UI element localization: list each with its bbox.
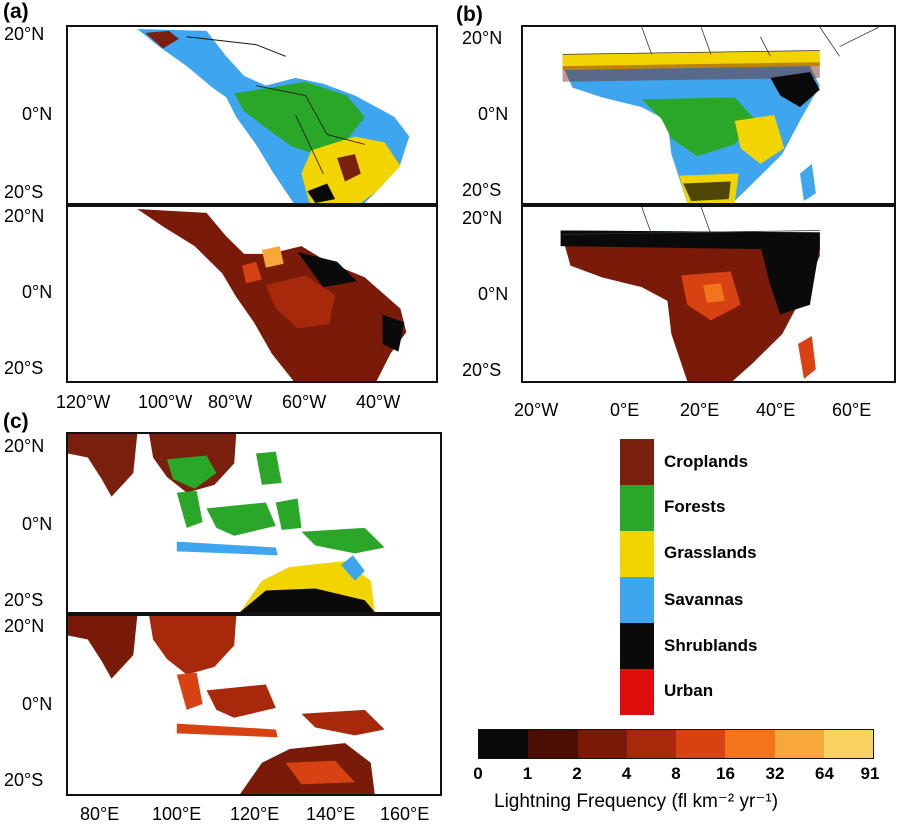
lon-tick: 120°E [230, 804, 280, 824]
panel-b-label: (b) [456, 3, 483, 26]
legend-swatch-croplands [620, 439, 654, 485]
lat-tick: 20°S [4, 358, 44, 378]
colorbar-tick: 4 [621, 764, 632, 783]
colorbar-segment [479, 730, 529, 758]
panel-c-landcover-map [66, 432, 442, 614]
lon-tick: 140°E [306, 804, 356, 824]
lat-tick: 0°N [22, 514, 53, 534]
panel-c-label: (c) [3, 410, 29, 433]
colorbar-tick: 2 [572, 764, 582, 783]
lon-tick: 40°W [356, 392, 401, 412]
lat-tick: 0°N [478, 284, 509, 304]
panel-a-landcover-map [66, 25, 438, 205]
lat-tick: 20°S [4, 182, 44, 202]
lat-tick: 0°N [22, 282, 53, 302]
panel-c-lightning-map [66, 614, 442, 796]
panel-a-label: (a) [3, 0, 29, 23]
lon-tick: 80°E [80, 804, 120, 824]
panel-b-lightning-map [521, 205, 896, 383]
colorbar-tick: 64 [815, 764, 834, 783]
colorbar-segment [626, 730, 676, 758]
lat-tick: 20°S [462, 180, 502, 200]
legend-swatch-savannas [620, 577, 654, 623]
lon-tick: 160°E [380, 804, 430, 824]
lat-tick: 20°N [462, 208, 503, 228]
lon-tick: 20°W [514, 400, 559, 420]
legend-label: Shrublands [664, 636, 758, 655]
lon-tick: 120°W [56, 392, 111, 412]
lightning-colorbar [478, 729, 874, 759]
colorbar-segment [774, 730, 824, 758]
colorbar-segment [676, 730, 726, 758]
lat-tick: 20°S [4, 590, 44, 610]
lon-tick: 40°E [756, 400, 796, 420]
lon-tick: 60°W [282, 392, 327, 412]
colorbar-segment [528, 730, 578, 758]
colorbar-tick: 32 [765, 764, 785, 783]
legend-label: Savannas [664, 590, 744, 609]
colorbar-tick: 16 [716, 764, 735, 783]
panel-b-landcover-map [521, 25, 896, 205]
lat-tick: 20°S [462, 360, 502, 380]
colorbar-segment [577, 730, 627, 758]
lat-tick: 20°N [4, 24, 45, 44]
lon-tick: 60°E [832, 400, 872, 420]
lon-tick: 100°E [152, 804, 202, 824]
lat-tick: 0°N [22, 694, 53, 714]
lat-tick: 20°N [4, 436, 45, 456]
lat-tick: 20°N [4, 616, 45, 636]
lat-tick: 0°N [22, 104, 53, 124]
colorbar-tick: 0 [473, 764, 483, 783]
legend-swatch-grasslands [620, 531, 654, 577]
colorbar-segment [725, 730, 775, 758]
legend-swatch-forests [620, 485, 654, 531]
panel-a-lightning-map [66, 205, 438, 383]
colorbar-tick: 1 [522, 764, 533, 783]
legend-swatch-urban [620, 669, 654, 715]
lon-tick: 80°W [208, 392, 253, 412]
lat-tick: 20°S [4, 770, 44, 790]
legend-label: Croplands [664, 452, 749, 471]
colorbar-tick: 8 [671, 764, 681, 783]
legend-label: Grasslands [664, 543, 757, 562]
lat-tick: 20°N [4, 206, 45, 226]
legend-label: Forests [664, 497, 726, 516]
lon-tick: 0°E [610, 400, 640, 420]
colorbar-title: Lightning Frequency (fl km⁻² yr⁻¹) [494, 791, 779, 812]
colorbar-tick: 91 [860, 764, 880, 783]
lon-tick: 100°W [138, 392, 193, 412]
colorbar-segment [823, 730, 873, 758]
legend-swatch-shrublands [620, 623, 654, 669]
lon-tick: 20°E [680, 400, 720, 420]
legend-label: Urban [664, 681, 714, 700]
lat-tick: 0°N [478, 104, 509, 124]
lat-tick: 20°N [462, 28, 503, 48]
